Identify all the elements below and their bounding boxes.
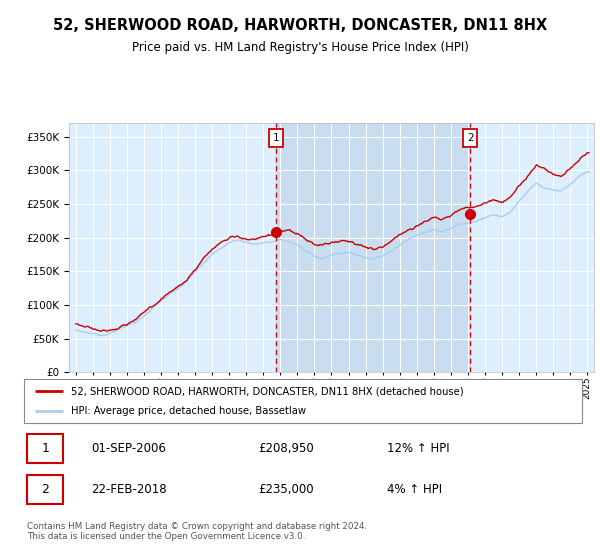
Text: £235,000: £235,000 <box>259 483 314 496</box>
Text: 52, SHERWOOD ROAD, HARWORTH, DONCASTER, DN11 8HX (detached house): 52, SHERWOOD ROAD, HARWORTH, DONCASTER, … <box>71 386 464 396</box>
Text: 52, SHERWOOD ROAD, HARWORTH, DONCASTER, DN11 8HX: 52, SHERWOOD ROAD, HARWORTH, DONCASTER, … <box>53 18 547 32</box>
Text: 2: 2 <box>467 133 474 143</box>
Text: 4% ↑ HPI: 4% ↑ HPI <box>387 483 442 496</box>
Text: 1: 1 <box>273 133 280 143</box>
Text: £208,950: £208,950 <box>259 442 314 455</box>
FancyBboxPatch shape <box>27 434 63 463</box>
FancyBboxPatch shape <box>27 475 63 504</box>
Text: 01-SEP-2006: 01-SEP-2006 <box>91 442 166 455</box>
Text: Contains HM Land Registry data © Crown copyright and database right 2024.
This d: Contains HM Land Registry data © Crown c… <box>27 522 367 542</box>
Text: Price paid vs. HM Land Registry's House Price Index (HPI): Price paid vs. HM Land Registry's House … <box>131 41 469 54</box>
Text: 2: 2 <box>41 483 49 496</box>
Text: 12% ↑ HPI: 12% ↑ HPI <box>387 442 449 455</box>
Bar <box>276 123 470 372</box>
Text: 22-FEB-2018: 22-FEB-2018 <box>91 483 167 496</box>
Text: HPI: Average price, detached house, Bassetlaw: HPI: Average price, detached house, Bass… <box>71 407 307 417</box>
Text: 1: 1 <box>41 442 49 455</box>
FancyBboxPatch shape <box>24 379 582 423</box>
